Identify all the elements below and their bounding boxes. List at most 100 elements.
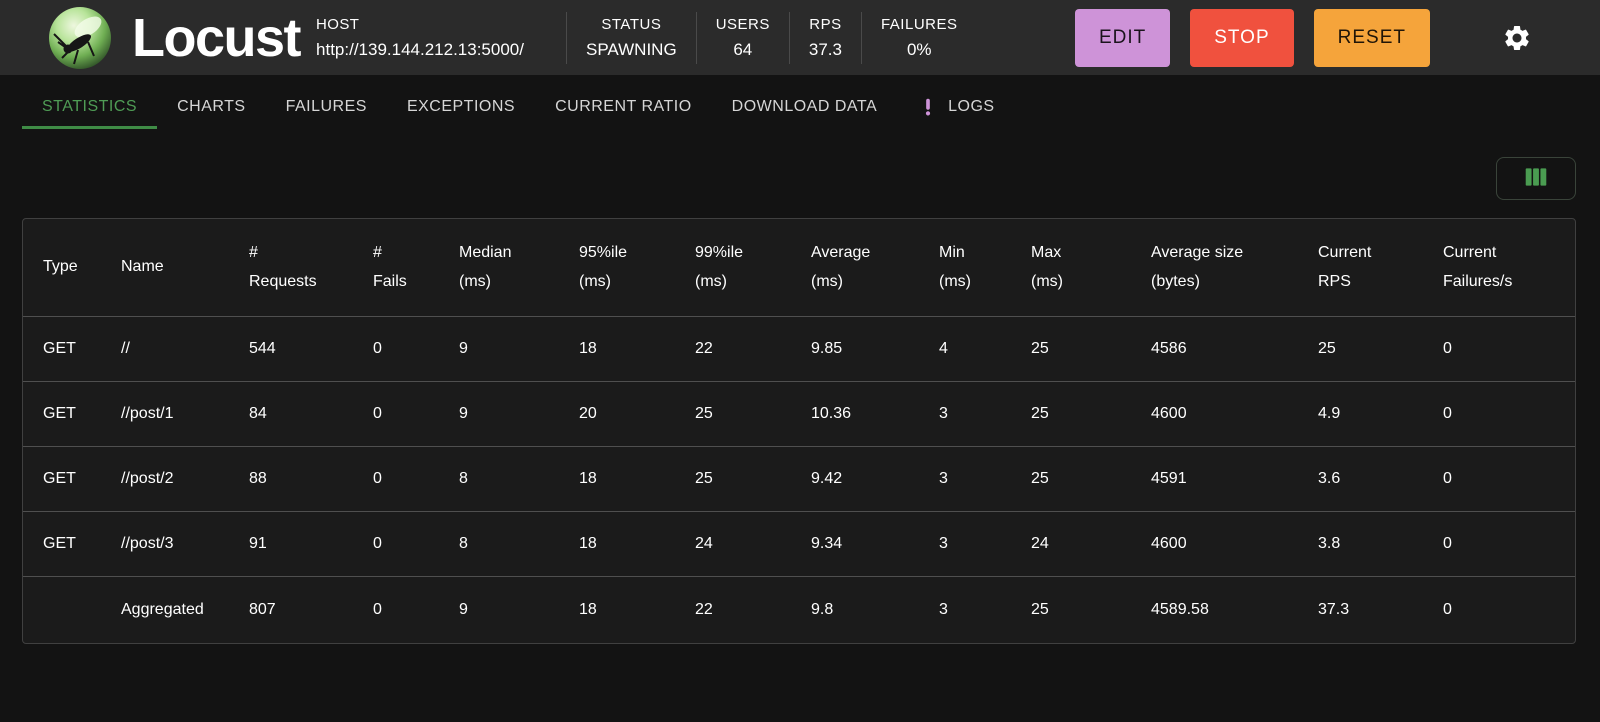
table-cell: 3.6 <box>1318 445 1443 511</box>
header-divider <box>788 11 790 64</box>
table-cell: 807 <box>249 575 373 643</box>
table-cell: 9 <box>459 380 579 446</box>
users-stat: USERS 64 <box>697 16 789 60</box>
table-cell: 8 <box>459 445 579 511</box>
statistics-table-card: Type Name # Requests # Fails Median (ms)… <box>22 218 1576 644</box>
table-cell: 18 <box>579 445 695 511</box>
table-cell: 0 <box>373 315 459 381</box>
table-cell: 18 <box>579 315 695 381</box>
status-stat: STATUS SPAWNING <box>567 16 696 60</box>
users-value: 64 <box>733 39 753 59</box>
table-cell: 25 <box>1031 380 1151 446</box>
column-header-95ile[interactable]: 95%ile (ms) <box>579 243 628 291</box>
tab-label: LOGS <box>948 97 995 115</box>
column-header-min[interactable]: Min (ms) <box>939 243 971 291</box>
status-label: STATUS <box>601 15 662 33</box>
column-header-max[interactable]: Max (ms) <box>1031 243 1063 291</box>
tab-download-data[interactable]: DOWNLOAD DATA <box>712 87 897 129</box>
column-header-current-rps[interactable]: Current RPS <box>1318 243 1372 291</box>
rps-label: RPS <box>809 15 842 33</box>
column-header-average-size[interactable]: Average size (bytes) <box>1151 243 1244 291</box>
column-header-current-failures[interactable]: Current Failures/s <box>1443 243 1513 291</box>
table-row: GET//544 0 9 18 22 9.85 4 25 4586 25 0 <box>23 315 1575 381</box>
table-cell: 9.42 <box>811 445 939 511</box>
table-cell: GET <box>23 315 121 381</box>
table-cell: GET <box>23 445 121 511</box>
tab-label: CURRENT RATIO <box>555 97 692 115</box>
table-toolbar <box>0 157 1576 200</box>
table-cell: 4 <box>939 315 1031 381</box>
table-cell: // <box>121 315 249 381</box>
table-cell: 0 <box>373 380 459 446</box>
table-cell: 0 <box>373 575 459 643</box>
table-cell: 544 <box>249 315 373 381</box>
column-header-median[interactable]: Median (ms) <box>459 243 512 291</box>
table-cell: 25 <box>1031 315 1151 381</box>
tab-label: CHARTS <box>177 97 246 115</box>
status-value: SPAWNING <box>586 39 677 59</box>
table-cell: 4.9 <box>1318 380 1443 446</box>
users-label: USERS <box>715 15 770 33</box>
table-cell: 22 <box>695 315 811 381</box>
column-header-average[interactable]: Average (ms) <box>811 243 871 291</box>
table-cell: GET <box>23 510 121 576</box>
table-cell: 88 <box>249 445 373 511</box>
table-cell: 25 <box>1031 575 1151 643</box>
table-cell: 18 <box>579 510 695 576</box>
table-cell: 25 <box>1318 315 1443 381</box>
edit-button[interactable]: EDIT <box>1074 8 1171 67</box>
tab-charts[interactable]: CHARTS <box>157 87 266 129</box>
table-cell: 91 <box>249 510 373 576</box>
tab-failures[interactable]: FAILURES <box>266 87 387 129</box>
table-cell: 8 <box>459 510 579 576</box>
table-cell: 9.8 <box>811 575 939 643</box>
table-cell: 4589.58 <box>1151 575 1318 643</box>
table-cell: 4600 <box>1151 510 1318 576</box>
column-header-99ile[interactable]: 99%ile (ms) <box>695 243 744 291</box>
app-header: Locust HOST http://139.144.212.13:5000/ … <box>0 0 1600 75</box>
table-cell: 0 <box>1443 445 1575 511</box>
table-cell: GET <box>23 380 121 446</box>
tab-logs[interactable]: LOGS <box>897 87 1014 129</box>
table-cell: 25 <box>695 380 811 446</box>
table-header-row: Type Name # Requests # Fails Median (ms)… <box>23 219 1575 316</box>
table-row: GET//post/3 91 0 8 18 24 9.34 3 24 4600 3.8 0 <box>23 510 1575 576</box>
table-cell: 3 <box>939 575 1031 643</box>
tab-current-ratio[interactable]: CURRENT RATIO <box>535 87 712 129</box>
table-cell: 25 <box>1031 445 1151 511</box>
tab-label: DOWNLOAD DATA <box>731 97 878 115</box>
table-cell: 3 <box>939 445 1031 511</box>
tab-label: STATISTICS <box>42 97 138 115</box>
stop-button[interactable]: STOP <box>1190 8 1294 67</box>
table-cell: //post/2 <box>121 445 249 511</box>
failures-label: FAILURES <box>880 15 958 33</box>
column-header-type[interactable]: Type <box>43 258 78 276</box>
column-selector-button[interactable] <box>1496 157 1576 200</box>
column-header-fails[interactable]: # Fails <box>373 243 407 291</box>
column-header-name[interactable]: Name <box>121 258 164 276</box>
table-cell: 20 <box>579 380 695 446</box>
table-cell: 25 <box>695 445 811 511</box>
table-cell: Aggregated <box>121 575 249 643</box>
column-header-requests[interactable]: # Requests <box>249 243 317 291</box>
app-title: Locust <box>132 7 302 68</box>
gear-icon[interactable] <box>1502 23 1532 53</box>
table-cell: 3 <box>939 380 1031 446</box>
table-cell: 4591 <box>1151 445 1318 511</box>
table-cell: 9.85 <box>811 315 939 381</box>
table-cell: 22 <box>695 575 811 643</box>
header-divider <box>860 11 862 64</box>
tab-exceptions[interactable]: EXCEPTIONS <box>387 87 535 129</box>
table-cell: 0 <box>373 445 459 511</box>
table-row: GET//post/1 84 0 9 20 25 10.36 3 25 4600 4.9 0 <box>23 380 1575 446</box>
failures-stat: FAILURES 0% <box>862 16 977 60</box>
table-cell: 0 <box>1443 575 1575 643</box>
table-cell: 4586 <box>1151 315 1318 381</box>
table-cell: 18 <box>579 575 695 643</box>
table-cell: 3 <box>939 510 1031 576</box>
exclamation-icon <box>917 96 939 118</box>
tab-statistics[interactable]: STATISTICS <box>22 87 158 129</box>
reset-button[interactable]: RESET <box>1313 8 1430 67</box>
rps-value: 37.3 <box>808 39 842 59</box>
table-cell: 0 <box>1443 510 1575 576</box>
